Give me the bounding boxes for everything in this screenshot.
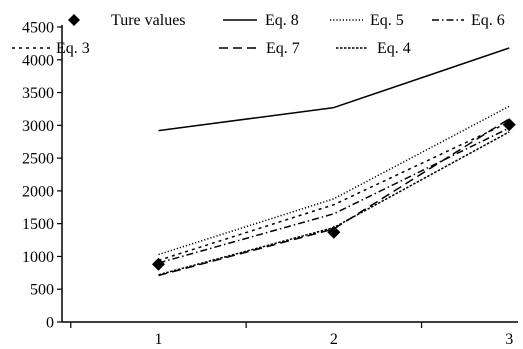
y-tick-label: 4500 <box>22 20 54 37</box>
legend-label-eq-4: Eq. 4 <box>377 40 411 57</box>
series-line-eq-7 <box>158 118 510 277</box>
legend: Ture values Eq. 8 Eq. 5 Eq. 6 Eq. 3 Eq. 7 Eq. … <box>12 12 505 57</box>
y-axis-ticks: 0 500 1000 1500 2000 2500 3000 3500 4000 4500 <box>22 20 62 332</box>
y-tick-label: 2500 <box>22 151 54 168</box>
legend-label-eq-6: Eq. 6 <box>471 12 505 29</box>
x-tick-label: 1 <box>154 331 162 348</box>
series-lines <box>158 47 510 277</box>
series-line-eq-4 <box>158 131 510 276</box>
legend-label-ture-values: Ture values <box>111 12 186 29</box>
legend-label-eq-5: Eq. 5 <box>370 12 404 29</box>
series-line-eq-8 <box>158 47 510 132</box>
legend-label-eq-7: Eq. 7 <box>266 40 300 57</box>
x-axis-ticks: 1 2 3 <box>70 322 513 348</box>
data-point-ture-values <box>502 118 516 132</box>
y-tick-label: 1000 <box>22 249 54 266</box>
y-tick-label: 4000 <box>22 52 54 69</box>
y-tick-label: 0 <box>46 315 54 332</box>
x-tick-label: 2 <box>330 331 338 348</box>
legend-label-eq-3: Eq. 3 <box>56 40 90 57</box>
y-tick-label: 1500 <box>22 216 54 233</box>
legend-label-eq-8: Eq. 8 <box>265 12 299 29</box>
series-line-eq-6 <box>158 127 510 264</box>
data-point-ture-values <box>327 225 341 239</box>
series-line-eq-3 <box>158 121 510 262</box>
data-point-ture-values <box>151 257 165 271</box>
data-markers <box>151 118 516 271</box>
y-tick-label: 3000 <box>22 118 54 135</box>
y-tick-label: 500 <box>30 282 54 299</box>
series-line-eq-5 <box>158 105 510 256</box>
x-tick-label: 3 <box>505 331 513 348</box>
y-tick-label: 3500 <box>22 85 54 102</box>
y-tick-label: 2000 <box>22 183 54 200</box>
axes <box>61 25 518 323</box>
legend-swatch-ture-values <box>68 14 80 26</box>
